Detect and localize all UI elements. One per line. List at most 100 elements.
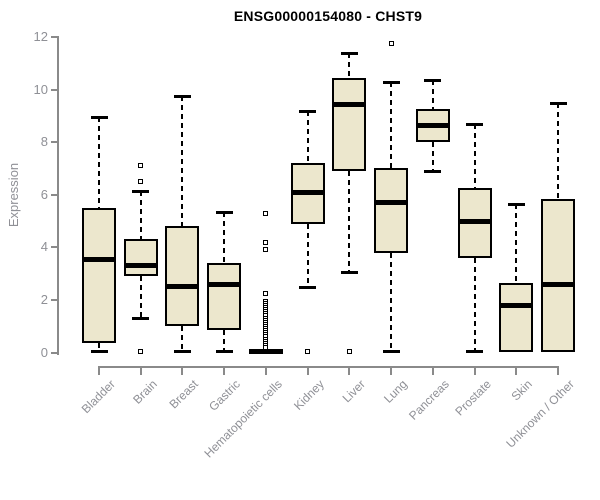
whisker-upper [390, 81, 393, 169]
whisker-lower [139, 276, 142, 319]
box [541, 198, 576, 352]
outlier-point [263, 210, 269, 216]
box [82, 207, 116, 344]
whisker-upper [348, 52, 351, 78]
y-tick-label: 0 [40, 344, 48, 360]
category-label: Brain [129, 377, 160, 407]
category-label: Bladder [78, 377, 118, 417]
whisker-cap-high [466, 122, 484, 126]
x-tick [557, 368, 560, 375]
outlier-point [138, 179, 144, 185]
whisker-cap-low [382, 350, 400, 354]
whisker-upper [181, 96, 184, 227]
y-tick [51, 141, 57, 144]
whisker-cap-high [424, 79, 442, 83]
whisker-cap-low [173, 350, 191, 354]
outlier-point [388, 41, 394, 47]
whisker-upper [223, 211, 226, 264]
y-tick-label: 10 [33, 81, 48, 97]
outlier-point [346, 349, 352, 355]
x-tick [264, 368, 267, 375]
whisker-cap-high [299, 109, 317, 113]
x-axis-line [98, 366, 560, 368]
chart-title: ENSG00000154080 - CHST9 [233, 8, 423, 24]
whisker-upper [98, 117, 100, 208]
whisker-cap-low [132, 317, 150, 321]
whisker-lower [223, 330, 226, 352]
x-tick [139, 368, 142, 375]
whisker-cap-low [340, 271, 358, 275]
y-tick-label: 8 [40, 134, 48, 150]
x-tick [306, 368, 309, 375]
whisker-upper [473, 123, 476, 189]
category-label: Prostate [451, 377, 494, 419]
whisker-lower [306, 223, 309, 287]
box [332, 77, 367, 172]
category-label: Gastric [206, 377, 244, 414]
median-line [541, 281, 576, 287]
whisker-cap-high [173, 95, 191, 99]
outlier-point [263, 239, 269, 245]
whisker-cap-low [466, 350, 484, 354]
x-tick [348, 368, 351, 375]
whisker-cap-high [340, 51, 358, 55]
x-tick [98, 368, 100, 375]
whisker-lower [348, 171, 351, 273]
y-tick [51, 88, 57, 91]
whisker-lower [390, 252, 393, 352]
whisker-lower [98, 343, 100, 352]
x-tick [473, 368, 476, 375]
box [374, 168, 409, 253]
outlier-point [138, 163, 144, 169]
y-tick-label: 4 [40, 239, 48, 255]
category-label: Pancreas [405, 377, 452, 423]
whisker-cap-high [549, 101, 567, 105]
whisker-upper [306, 110, 309, 164]
whisker-cap-high [215, 210, 233, 214]
median-line [165, 284, 200, 290]
y-tick [51, 351, 57, 354]
y-tick [51, 246, 57, 249]
outlier-point [305, 349, 311, 355]
box [207, 263, 242, 331]
outlier-point [263, 344, 269, 350]
outlier-point [138, 349, 144, 355]
category-label: Liver [339, 377, 369, 406]
category-label: Kidney [290, 377, 327, 413]
category-label: Breast [166, 377, 202, 412]
median-line [248, 348, 283, 354]
whisker-cap-low [90, 350, 108, 354]
whisker-lower [473, 257, 476, 352]
whisker-lower [431, 142, 434, 172]
whisker-cap-low [299, 285, 317, 289]
whisker-upper [139, 190, 142, 240]
median-line [82, 256, 116, 262]
whisker-upper [557, 102, 560, 199]
y-tick [51, 193, 57, 196]
median-line [207, 281, 242, 287]
x-tick [390, 368, 393, 375]
median-line [374, 200, 409, 206]
y-tick [51, 36, 57, 38]
x-tick [223, 368, 226, 375]
whisker-cap-high [507, 202, 525, 206]
whisker-upper [431, 80, 434, 110]
category-label: Skin [508, 377, 536, 404]
whisker-cap-high [90, 116, 108, 120]
median-line [499, 302, 534, 308]
median-line [415, 122, 450, 128]
outlier-point [263, 290, 269, 296]
box [499, 282, 534, 352]
whisker-cap-low [215, 350, 233, 354]
y-axis-line [57, 36, 59, 355]
x-tick [431, 368, 434, 375]
median-line [123, 263, 158, 269]
box [123, 239, 158, 277]
whisker-cap-low [424, 170, 442, 174]
whisker-lower [181, 326, 184, 352]
y-tick-label: 6 [40, 186, 48, 202]
y-tick [51, 298, 57, 301]
median-line [457, 218, 492, 224]
y-tick-label: 2 [40, 291, 48, 307]
